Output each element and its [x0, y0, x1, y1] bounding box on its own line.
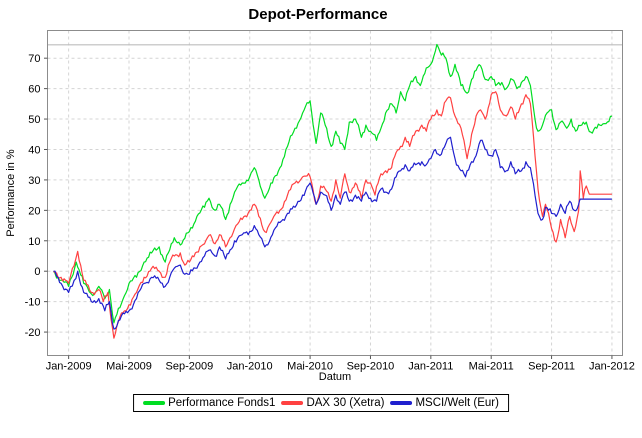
legend-label: MSCI/Welt (Eur)	[415, 397, 499, 409]
y-tick-label: -20	[25, 327, 41, 339]
x-tick-label: Sep-2011	[528, 361, 575, 373]
x-tick-label: Mai-2010	[287, 361, 333, 373]
legend-label: DAX 30 (Xetra)	[306, 397, 385, 409]
legend-line-swatch	[390, 401, 413, 405]
legend-item-dax-30-xetra-: DAX 30 (Xetra)	[281, 397, 384, 409]
y-axis-label: Performance in %	[5, 149, 17, 237]
y-tick-label: 50	[28, 114, 40, 126]
x-tick-label: Jan-2012	[589, 361, 635, 373]
y-tick-label: 20	[28, 205, 40, 217]
x-tick-label: Jan-2009	[46, 361, 92, 373]
y-tick-label: 30	[28, 175, 40, 187]
y-tick-label: 0	[34, 266, 40, 278]
legend-item-msci-welt-eur-: MSCI/Welt (Eur)	[390, 397, 499, 409]
gridlines	[47, 30, 623, 356]
x-tick-label: Jan-2010	[227, 361, 273, 373]
series-line-dax-30-xetra-	[53, 91, 612, 339]
chart-title: Depot-Performance	[248, 6, 387, 23]
x-tick-label: Mai-2009	[106, 361, 152, 373]
x-tick-label: Sep-2010	[347, 361, 395, 373]
legend-line-swatch	[143, 401, 166, 405]
legend-item-performance-fonds1: Performance Fonds1	[143, 397, 275, 409]
legend: Performance Fonds1 DAX 30 (Xetra) MSCI/Wel…	[133, 394, 509, 412]
series-line-msci-welt-eur-	[53, 136, 612, 330]
legend-line-swatch	[281, 401, 304, 405]
x-tick-label: Sep-2009	[166, 361, 214, 373]
series-lines	[53, 43, 613, 339]
x-tick-label: Jan-2011	[408, 361, 453, 373]
plot-border	[47, 30, 623, 356]
x-tick-label: Mai-2011	[469, 361, 514, 373]
axis-ticks	[44, 57, 613, 359]
y-tick-label: 10	[28, 236, 40, 248]
axis-tick-labels: 70 60 50 40 30 20 10 0 -10 -20 Jan-2009 Mai-2009 Sep…	[25, 53, 635, 372]
y-tick-label: 70	[28, 53, 40, 65]
x-axis-label: Datum	[319, 371, 351, 383]
y-tick-label: -10	[25, 297, 41, 309]
legend-label: Performance Fonds1	[168, 397, 276, 409]
series-line-performance-fonds1	[53, 43, 613, 324]
y-tick-label: 60	[28, 84, 40, 96]
y-tick-label: 40	[28, 144, 40, 156]
